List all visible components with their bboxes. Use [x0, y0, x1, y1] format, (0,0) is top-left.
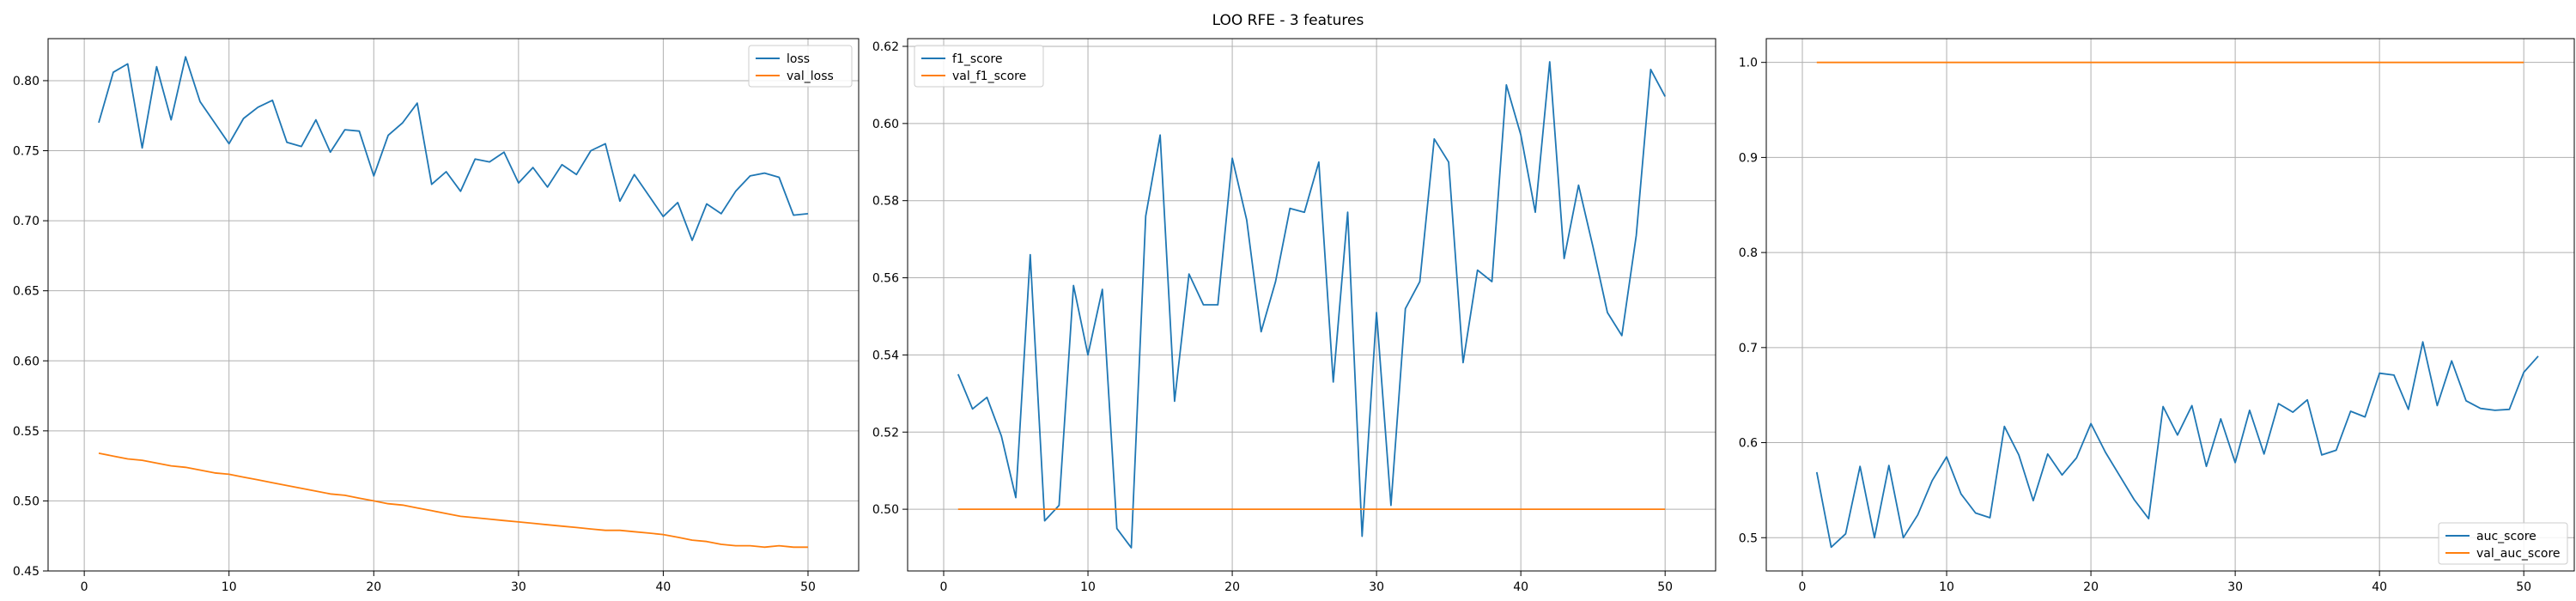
y-tick-label: 0.60: [13, 355, 39, 368]
subplot-f1-score: 0 10 20 30 40 50 0.50 0.52 0.54 0.56 0.58 0.60 0.62 f…: [872, 38, 1716, 594]
x-tick-label: 50: [800, 580, 816, 594]
legend-label: auc_score: [2476, 530, 2537, 543]
x-tick-label: 30: [511, 580, 526, 594]
y-tick-label: 0.65: [13, 285, 39, 299]
y-tick-label: 0.60: [872, 118, 899, 131]
y-tick-label: 0.58: [872, 195, 899, 209]
x-tick-label: 30: [2227, 580, 2243, 594]
legend-label: val_loss: [787, 70, 834, 83]
x-tick-label: 20: [1224, 580, 1240, 594]
legend: f1_score val_f1_score: [914, 45, 1044, 88]
y-tick-label: 0.50: [872, 503, 899, 517]
y-tick-label: 0.7: [1739, 342, 1758, 355]
x-tick-label: 0: [940, 580, 948, 594]
legend: loss val_loss: [748, 45, 853, 88]
x-tick-label: 40: [2372, 580, 2387, 594]
y-tick-label: 0.50: [13, 495, 39, 508]
x-tick-label: 0: [1799, 580, 1807, 594]
legend-box: [2438, 522, 2568, 565]
x-tick-label: 10: [222, 580, 237, 594]
x-tick-label: 20: [2083, 580, 2099, 594]
x-tick-label: 50: [1657, 580, 1673, 594]
x-tick-label: 30: [1369, 580, 1384, 594]
y-tick-label: 0.45: [13, 565, 39, 579]
series-line-loss: [98, 56, 809, 241]
legend-label: loss: [787, 52, 810, 66]
legend: auc_score val_auc_score: [2438, 522, 2568, 565]
axes-frame: [907, 38, 1716, 572]
legend-label: f1_score: [952, 52, 1002, 66]
subplot-auc-score: 0 10 20 30 40 50 0.5 0.6 0.7 0.8 0.9 1.0 auc_scoreva…: [1739, 38, 2575, 594]
x-tick-label: 0: [81, 580, 88, 594]
y-tick-label: 0.75: [13, 145, 39, 159]
y-tick-label: 0.54: [872, 349, 899, 362]
legend-label: val_auc_score: [2476, 547, 2561, 561]
series-line-auc-score: [1815, 341, 2539, 549]
x-tick-label: 50: [2516, 580, 2531, 594]
axes-frame: [1765, 38, 2575, 572]
x-tick-label: 10: [1080, 580, 1096, 594]
y-tick-label: 0.80: [13, 75, 39, 88]
y-tick-label: 0.70: [13, 215, 39, 228]
series-line-f1-score: [957, 61, 1666, 549]
x-tick-label: 10: [1939, 580, 1954, 594]
x-tick-label: 40: [1513, 580, 1528, 594]
subplot-loss: 0 10 20 30 40 50 0.45 0.50 0.55 0.60 0.65 0.70 0.75 0…: [13, 38, 860, 594]
y-tick-label: 0.6: [1739, 437, 1758, 451]
x-tick-label: 40: [656, 580, 671, 594]
y-tick-label: 0.5: [1739, 531, 1758, 545]
y-tick-label: 0.9: [1739, 151, 1758, 165]
y-tick-label: 0.62: [872, 40, 899, 54]
y-tick-label: 1.0: [1739, 57, 1758, 70]
y-tick-label: 0.56: [872, 272, 899, 286]
y-tick-label: 0.55: [13, 425, 39, 439]
series-line-val-loss: [98, 452, 808, 549]
axes-frame: [47, 38, 860, 572]
x-tick-label: 20: [366, 580, 381, 594]
y-tick-label: 0.8: [1739, 246, 1758, 260]
legend-label: val_f1_score: [952, 70, 1026, 83]
y-tick-label: 0.52: [872, 426, 899, 440]
legend-box: [914, 45, 1044, 88]
figure-title: LOO RFE - 3 features: [1212, 12, 1364, 29]
